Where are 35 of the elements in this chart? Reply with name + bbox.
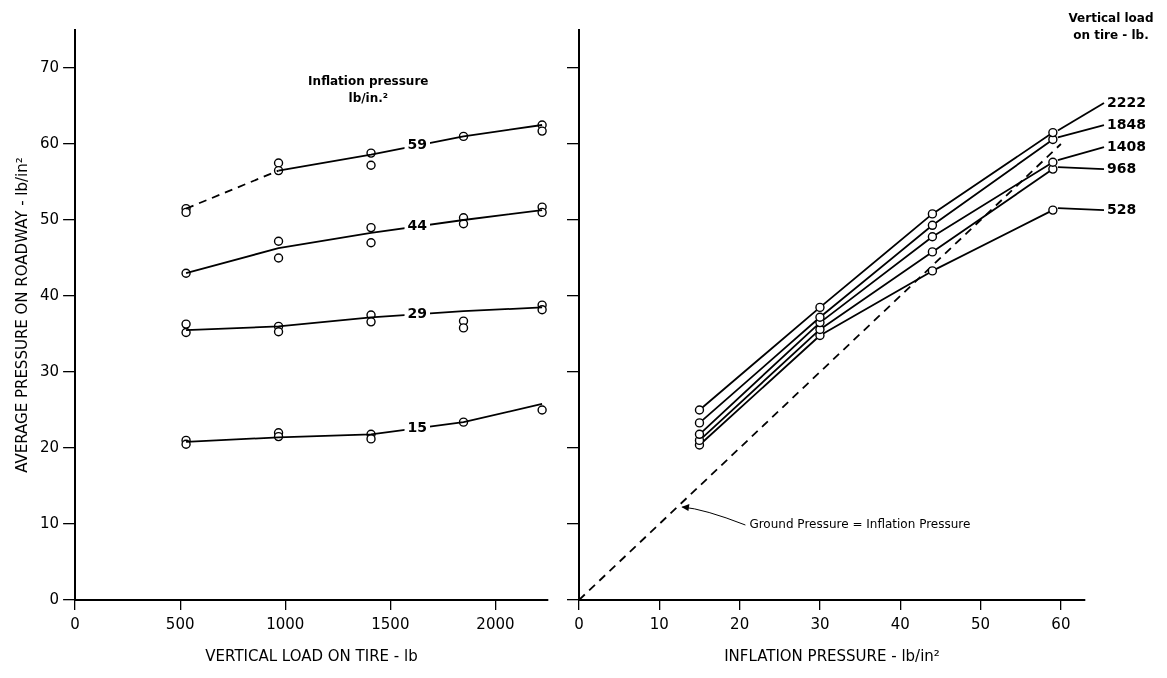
x-tick-label: 60	[1051, 614, 1071, 633]
legend-title: Inflation pressure lb/in.²	[308, 73, 429, 105]
y-tick-label: 40	[39, 285, 60, 304]
x-tick-label: 500	[165, 614, 195, 633]
x-tick-label: 40	[890, 614, 910, 633]
x-tick-label: 1000	[266, 614, 305, 633]
series-label: 29	[407, 304, 428, 321]
y-tick-label: 70	[39, 57, 60, 76]
x-tick-label: 30	[810, 614, 830, 633]
y-tick-label: 10	[39, 513, 60, 532]
x-tick-label: 0	[70, 614, 80, 633]
y-tick-label: 0	[49, 589, 60, 608]
text: 2222	[1107, 93, 1146, 110]
y-axis-title: AVERAGE PRESSURE ON ROADWAY - lb/in²	[12, 157, 31, 473]
x-axis-title: VERTICAL LOAD ON TIRE - lb	[205, 646, 418, 665]
y-tick-label: 30	[39, 361, 60, 380]
legend-title: Vertical load on tire - lb.	[1068, 11, 1154, 43]
legend-label: 968	[1107, 159, 1137, 176]
x-tick-label: 20	[730, 614, 750, 633]
legend-label: 1848	[1107, 115, 1146, 132]
y-tick-label: 20	[39, 437, 60, 456]
x-axis-title: INFLATION PRESSURE - lb/in²	[724, 646, 940, 665]
series-label: 15	[407, 418, 428, 435]
x-tick-label: 10	[649, 614, 669, 633]
legend-label: 528	[1107, 200, 1137, 217]
x-tick-label: 1500	[371, 614, 410, 633]
y-tick-label: 60	[39, 133, 60, 152]
series-label: 59	[407, 136, 428, 153]
x-tick-label: 50	[971, 614, 991, 633]
x-tick-label: 2000	[476, 614, 515, 633]
y-tick-label: 50	[39, 209, 60, 228]
legend-label: 1408	[1107, 137, 1146, 154]
annotation: Ground Pressure = Inflation Pressure	[749, 517, 971, 532]
x-tick-label: 0	[574, 614, 584, 633]
series-label: 44	[407, 217, 428, 234]
